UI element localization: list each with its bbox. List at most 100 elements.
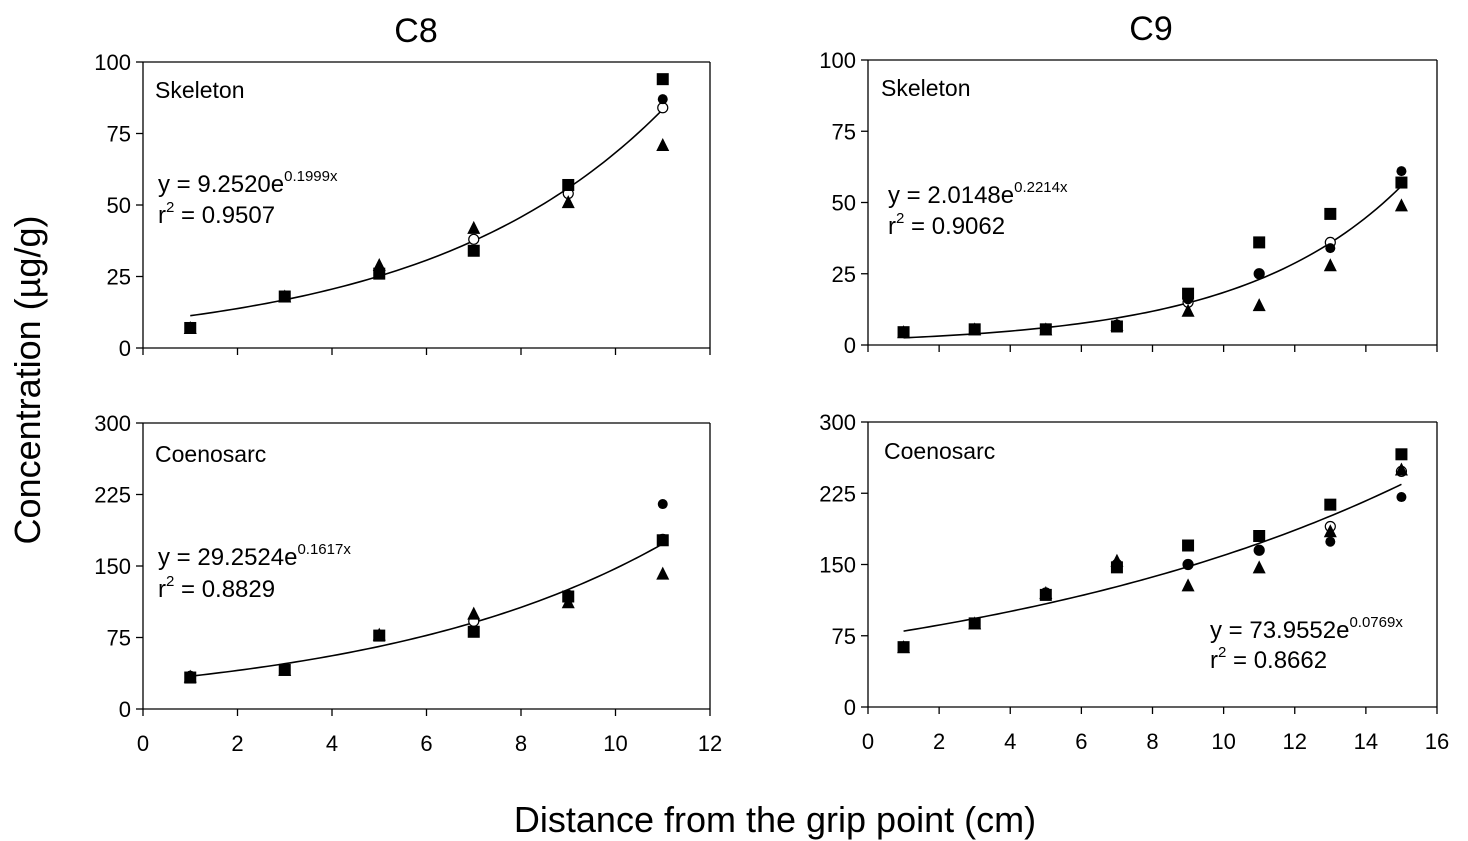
data-point-open-circle [657, 102, 669, 114]
data-point-filled-circle [279, 663, 290, 674]
y-tick-label: 25 [107, 265, 131, 290]
x-tick-label: 16 [1425, 729, 1449, 754]
panel-c8-coenosarc: 0 75 150 225 300 0 2 4 6 8 10 12 Coenosarc y = 29.252… [94, 411, 722, 756]
x-tick-label: 8 [1146, 729, 1158, 754]
data-point-triangle [1323, 258, 1337, 272]
y-tick-label: 100 [819, 48, 856, 73]
data-point-filled-circle [468, 625, 479, 636]
y-tick-label: 300 [94, 411, 131, 436]
data-point-square [1253, 530, 1266, 542]
y-tick-label: 75 [832, 624, 856, 649]
y-tick-label: 100 [94, 50, 131, 75]
panel-label: Coenosarc [155, 441, 266, 467]
data-point-triangle [1323, 524, 1337, 538]
data-point-filled-circle [374, 268, 385, 279]
data-point-filled-circle [468, 245, 479, 256]
data-point-filled-circle [969, 618, 980, 629]
x-tick-label: 0 [137, 731, 149, 756]
y-tick-label: 0 [844, 333, 856, 358]
data-point-filled-circle [1040, 588, 1051, 598]
data-point-triangle [1252, 560, 1266, 574]
r-squared: r2 = 0.9062 [888, 210, 1005, 240]
fit-equation: y = 29.2524e0.1617x [158, 541, 351, 571]
x-tick-label: 0 [862, 729, 874, 754]
y-tick-label: 300 [819, 410, 856, 435]
panel-label: Coenosarc [884, 438, 995, 464]
y-tick-label: 0 [119, 336, 131, 361]
data-point-square [1182, 539, 1195, 552]
panel-label: Skeleton [881, 75, 971, 101]
y-tick-label: 25 [832, 262, 856, 287]
data-point-square [1324, 498, 1337, 511]
fit-curve [190, 543, 664, 678]
data-point-filled-circle [1325, 243, 1336, 254]
data-point-filled-circle [657, 499, 668, 510]
data-point-square [1395, 448, 1408, 461]
data-point-triangle [1394, 198, 1408, 212]
x-tick-label: 6 [420, 731, 432, 756]
data-point-open-circle [468, 233, 480, 245]
data-point-triangle [561, 195, 575, 209]
data-point-filled-circle [1183, 559, 1194, 570]
x-tick-label: 12 [698, 731, 722, 756]
x-tick-label: 12 [1283, 729, 1307, 754]
panel-label: Skeleton [155, 77, 245, 103]
fit-curve [903, 185, 1402, 339]
data-point-filled-circle [1396, 492, 1407, 503]
r-squared: r2 = 0.9507 [158, 199, 275, 229]
fit-equation: y = 2.0148e0.2214x [888, 179, 1068, 209]
data-point-filled-circle [563, 589, 574, 600]
x-tick-label: 6 [1075, 729, 1087, 754]
y-tick-label: 50 [832, 191, 856, 216]
x-tick-label: 8 [515, 731, 527, 756]
data-point-triangle [467, 606, 481, 620]
data-point-square [1253, 236, 1266, 249]
y-tick-label: 75 [107, 626, 131, 651]
data-point-triangle [1181, 303, 1195, 317]
data-point-filled-circle [1183, 294, 1194, 305]
data-point-triangle [467, 220, 481, 234]
x-tick-label: 14 [1354, 729, 1378, 754]
data-point-square [1324, 207, 1337, 220]
y-tick-label: 150 [94, 554, 131, 579]
y-tick-label: 0 [119, 697, 131, 722]
data-point-filled-circle [185, 670, 196, 681]
data-point-square [656, 73, 669, 86]
fit-curve [903, 483, 1402, 632]
fit-equation: y = 73.9552e0.0769x [1210, 614, 1403, 644]
data-point-filled-circle [1396, 166, 1407, 177]
panel-c9-coenosarc: 0 75 150 225 300 0 2 4 6 8 10 12 14 16 Coenosarc y = 73… [819, 410, 1449, 754]
data-point-square [656, 534, 669, 547]
y-tick-label: 225 [94, 483, 131, 508]
data-point-filled-circle [563, 179, 574, 190]
data-point-triangle [656, 566, 670, 580]
data-point-filled-circle [1254, 268, 1265, 279]
data-point-filled-circle [185, 322, 196, 333]
r-squared: r2 = 0.8662 [1210, 644, 1327, 674]
x-tick-label: 10 [603, 731, 627, 756]
data-point-triangle [656, 137, 670, 151]
data-point-square [1395, 176, 1408, 189]
column-title-c9: C9 [1129, 10, 1172, 48]
x-tick-label: 4 [1004, 729, 1016, 754]
x-tick-label: 10 [1211, 729, 1235, 754]
fit-equation: y = 9.2520e0.1999x [158, 168, 338, 198]
data-point-filled-circle [374, 629, 385, 640]
y-tick-label: 75 [107, 122, 131, 147]
r-squared: r2 = 0.8829 [158, 573, 275, 603]
data-point-triangle [1181, 578, 1195, 592]
y-tick-label: 50 [107, 193, 131, 218]
x-axis-label: Distance from the grip point (cm) [514, 799, 1036, 840]
data-point-triangle [1394, 462, 1408, 476]
data-point-filled-circle [1325, 536, 1336, 547]
fit-curve [190, 108, 664, 317]
data-point-filled-circle [898, 642, 909, 653]
y-axis-label: Concentration (µg/g) [7, 216, 48, 545]
data-point-filled-circle [657, 94, 668, 105]
data-point-triangle [1252, 298, 1266, 312]
data-point-filled-circle [969, 324, 980, 335]
y-tick-label: 150 [819, 553, 856, 578]
